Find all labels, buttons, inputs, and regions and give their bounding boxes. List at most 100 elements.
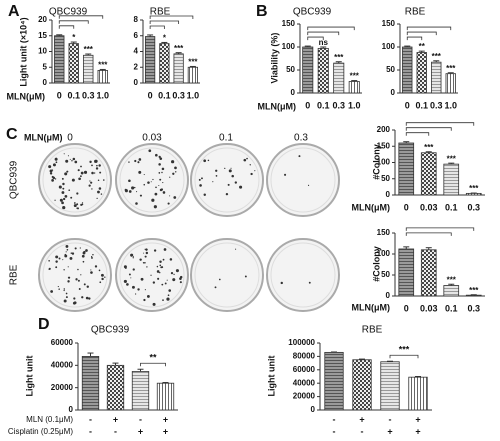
colony [150, 181, 152, 183]
colony [174, 166, 177, 170]
colony [81, 202, 84, 204]
colony [153, 249, 157, 252]
significance: * [72, 33, 76, 42]
colony [81, 254, 85, 258]
condition-sign: + [387, 426, 392, 436]
colony [169, 176, 171, 178]
colony [58, 185, 62, 189]
colony [65, 244, 69, 248]
y-tick-label: 150 [282, 19, 296, 28]
colony [172, 278, 176, 282]
bar [380, 361, 400, 411]
colony [168, 289, 172, 292]
panel-label: D [38, 316, 50, 333]
x-tick-label: 0.1 [67, 90, 80, 100]
colony [167, 202, 170, 205]
bracket [149, 25, 165, 29]
colony [74, 247, 77, 250]
colony [64, 253, 67, 256]
x-tick-label: 0.03 [420, 202, 438, 212]
condition-sign: - [389, 414, 392, 424]
colony [246, 157, 248, 160]
dish [190, 143, 264, 217]
significance: *** [469, 286, 479, 295]
condition-sign: + [415, 414, 420, 424]
y-tick-label: 50 [381, 174, 390, 183]
colony [227, 183, 230, 186]
bar [352, 359, 372, 411]
chart-title: RBE [405, 7, 426, 18]
colony [91, 171, 94, 175]
dish-rim [194, 147, 260, 213]
bar [106, 364, 125, 411]
colony [175, 269, 179, 273]
colony [173, 273, 175, 276]
colony [250, 172, 253, 176]
colony [132, 257, 134, 259]
significance: *** [84, 45, 94, 54]
panel-label: C [6, 126, 18, 143]
bar [131, 371, 150, 411]
colony [214, 286, 217, 289]
bracket [58, 25, 75, 29]
colony [77, 169, 80, 172]
colony [298, 155, 301, 158]
colony [97, 190, 100, 194]
bar [465, 294, 482, 297]
colony [203, 159, 207, 163]
colony [55, 161, 58, 164]
colony [156, 265, 159, 268]
dose-label: 0.3 [294, 133, 308, 144]
significance: ** [149, 353, 157, 363]
colony [132, 268, 135, 271]
colony [139, 194, 142, 197]
x-tick-label: 1.0 [348, 100, 361, 110]
colony [73, 204, 77, 208]
row-label: RBE [9, 264, 20, 285]
colony [80, 274, 82, 276]
condition-sign: + [359, 414, 364, 424]
colony [128, 190, 132, 193]
x-axis-label: MLN(μM) [352, 302, 391, 312]
bar [333, 62, 345, 94]
x-tick-label: 0 [405, 100, 410, 110]
colony [97, 179, 100, 181]
colony [218, 278, 221, 281]
colony [76, 203, 79, 206]
colony [77, 279, 80, 282]
colony [65, 159, 69, 163]
colony [228, 169, 232, 173]
colony [63, 299, 67, 303]
colony [162, 191, 166, 194]
x-tick-label: 0.1 [158, 90, 171, 100]
bar [348, 81, 360, 94]
dish [266, 238, 340, 312]
x-tick-label: 0 [305, 100, 310, 110]
bracket [58, 15, 104, 19]
bar [156, 382, 175, 411]
colony [163, 248, 167, 251]
colony [155, 186, 157, 189]
dish [115, 143, 189, 217]
colony [243, 158, 247, 162]
bar [420, 249, 437, 297]
dish-rim [270, 242, 336, 308]
colony [94, 265, 98, 268]
colony [123, 279, 127, 283]
colony [139, 258, 142, 261]
colony [159, 157, 163, 160]
colony [90, 181, 93, 184]
bracket [405, 232, 452, 236]
y-tick-label: 2 [134, 62, 139, 71]
colony [67, 280, 70, 283]
colony [280, 281, 283, 285]
significance: ns [319, 38, 329, 47]
colony [225, 192, 229, 196]
y-tick-label: 20 [38, 15, 47, 24]
colony [90, 271, 93, 274]
colony [231, 174, 234, 178]
colony [63, 288, 65, 290]
bracket [149, 20, 180, 24]
colony [201, 177, 203, 180]
